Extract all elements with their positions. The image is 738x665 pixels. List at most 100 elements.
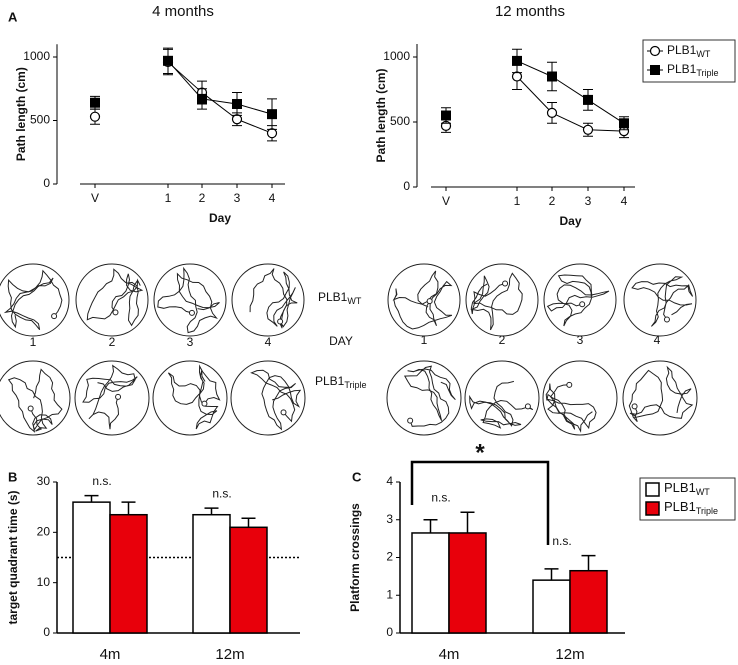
y-tick-label: 20 — [37, 525, 51, 539]
day-number: 3 — [577, 333, 584, 347]
y-axis-label: Path length (cm) — [374, 68, 388, 162]
x-tick-label: 4m — [100, 646, 121, 663]
line-segment — [201, 98, 238, 105]
row-label-name: PLB1 — [315, 374, 345, 388]
pool — [0, 263, 70, 337]
swim-track — [546, 274, 610, 327]
x-tick-label: V — [442, 194, 450, 208]
legend-label-name: PLB1 — [664, 480, 696, 495]
y-tick-label: 0 — [43, 625, 50, 639]
annotation: n.s. — [212, 486, 231, 500]
point — [89, 111, 101, 122]
swim-track — [82, 364, 138, 430]
row-label: PLB1Triple — [315, 374, 367, 390]
pool — [464, 360, 540, 436]
y-tick-label: 0 — [386, 625, 393, 639]
annotation: n.s. — [552, 534, 571, 548]
legend-label-sub: WT — [696, 49, 710, 59]
pool — [386, 360, 462, 436]
y-tick-label: 500 — [390, 114, 410, 128]
line-segment — [236, 118, 273, 134]
track-end — [502, 280, 509, 287]
swim-track — [157, 266, 220, 334]
x-axis-label: Day — [559, 214, 581, 228]
swim-track — [469, 380, 534, 429]
pool — [230, 360, 306, 436]
significance-label: * — [475, 439, 485, 466]
legend-label-name: PLB1 — [667, 62, 697, 76]
point — [441, 110, 451, 121]
track-end — [579, 301, 586, 308]
line-segment — [551, 112, 589, 131]
bar — [72, 501, 111, 634]
day-number: 3 — [187, 335, 194, 349]
legend-label-sub: Triple — [696, 506, 718, 516]
bar — [192, 513, 231, 634]
annotation: n.s. — [92, 474, 111, 488]
legend-marker — [649, 45, 661, 57]
track-end — [27, 405, 34, 412]
swim-track — [249, 268, 298, 329]
point — [231, 114, 243, 125]
error-bar — [544, 568, 559, 581]
track-end — [201, 400, 208, 407]
swim-track — [7, 368, 63, 433]
line-segment — [587, 129, 625, 132]
error-bar — [84, 494, 99, 503]
day-number: 4 — [265, 335, 272, 349]
y-tick-label: 1000 — [383, 49, 410, 63]
point — [582, 124, 594, 135]
x-tick-label: 3 — [234, 191, 241, 205]
track-end — [524, 403, 531, 410]
pool — [152, 360, 228, 436]
track-end — [280, 409, 287, 416]
row-label-name: PLB1 — [318, 290, 348, 304]
x-tick-label: 4 — [621, 194, 628, 208]
pool — [0, 360, 71, 436]
y-tick-label: 3 — [386, 512, 393, 526]
bar — [532, 579, 571, 634]
legend-label-sub: Triple — [696, 68, 718, 78]
swim-track — [403, 365, 456, 427]
pool — [387, 263, 461, 337]
line-segment — [236, 103, 273, 115]
point — [547, 71, 557, 82]
y-tick-label: 30 — [37, 474, 51, 488]
y-axis-label: Platform crossings — [348, 503, 362, 612]
x-tick-label: 4 — [269, 191, 276, 205]
legend-marker — [650, 65, 660, 75]
legend-swatch — [645, 482, 660, 497]
x-tick-label: 12m — [215, 646, 244, 663]
y-axis-label: Path length (cm) — [14, 67, 28, 161]
legend-label-name: PLB1 — [667, 43, 697, 57]
chart-title: 12 months — [495, 3, 565, 20]
row-label-sub: WT — [347, 296, 361, 306]
track-end — [663, 316, 670, 323]
error-bar — [581, 554, 596, 571]
track-end — [277, 318, 284, 325]
point — [197, 93, 207, 104]
panel-label: B — [8, 469, 17, 484]
track-end — [407, 417, 414, 424]
point — [266, 128, 278, 139]
line-segment — [516, 76, 553, 114]
pool — [153, 263, 227, 337]
row-label-sub: Triple — [344, 380, 366, 390]
swim-track — [250, 369, 302, 431]
annotation: n.s. — [431, 490, 450, 504]
legend-label: PLB1Triple — [667, 62, 719, 78]
x-tick-label: 2 — [199, 191, 206, 205]
point — [511, 71, 523, 82]
legend-label-name: PLB1 — [664, 499, 696, 514]
x-tick-label: 1 — [514, 194, 521, 208]
y-tick-label: 2 — [386, 550, 393, 564]
error-bar — [241, 517, 256, 528]
panel-label: A — [8, 9, 18, 24]
track-end — [115, 393, 122, 400]
pool — [231, 263, 305, 337]
swim-track — [545, 383, 597, 433]
x-axis-label: Day — [209, 211, 231, 225]
y-tick-label: 4 — [386, 474, 393, 488]
panel-label: C — [352, 469, 362, 484]
